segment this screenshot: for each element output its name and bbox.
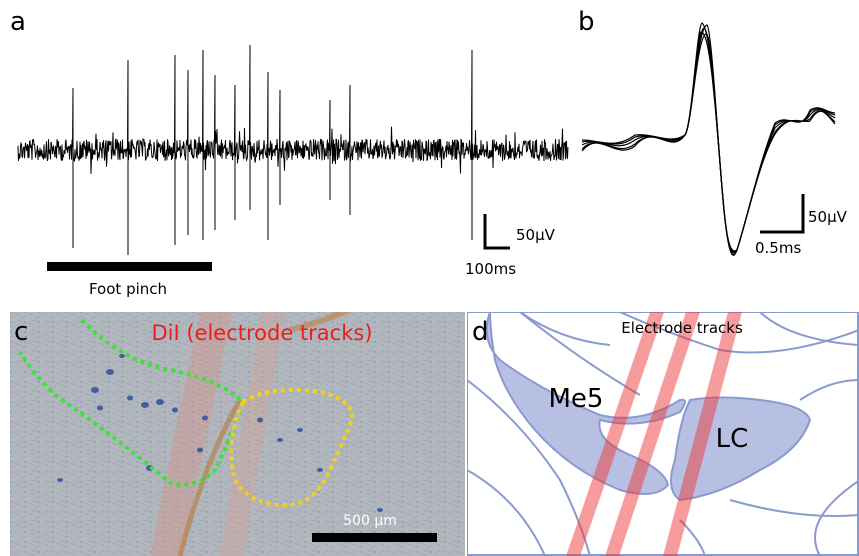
waveforms xyxy=(581,22,836,256)
panel-label: a xyxy=(10,7,26,37)
panel-label: b xyxy=(578,7,595,37)
waveform xyxy=(581,27,836,254)
scale-x: 100ms xyxy=(465,260,516,278)
schematic xyxy=(467,312,859,556)
scale-y: 50µV xyxy=(516,226,556,244)
region-label: LC xyxy=(716,424,749,454)
waveform xyxy=(581,22,836,252)
region-label: Me5 xyxy=(549,384,604,414)
waveform xyxy=(581,33,836,256)
scale-bar xyxy=(483,214,510,250)
stain-label: DiI (electrode tracks) xyxy=(151,321,372,345)
scale-label: 500 µm xyxy=(343,513,397,529)
waveform xyxy=(581,24,836,253)
spike-trace xyxy=(17,44,569,255)
histology-image xyxy=(10,312,465,556)
scale-bar xyxy=(312,533,437,542)
stimulus-bar xyxy=(47,262,212,271)
scale-bar xyxy=(760,194,805,234)
diagram-title: Electrode tracks xyxy=(621,319,743,337)
panel-label: d xyxy=(472,317,489,347)
scale-y: 50µV xyxy=(808,208,848,226)
panel-label: c xyxy=(14,317,28,347)
trace xyxy=(17,44,569,255)
scale-x: 0.5ms xyxy=(755,239,801,257)
stimulus-label: Foot pinch xyxy=(89,280,167,298)
